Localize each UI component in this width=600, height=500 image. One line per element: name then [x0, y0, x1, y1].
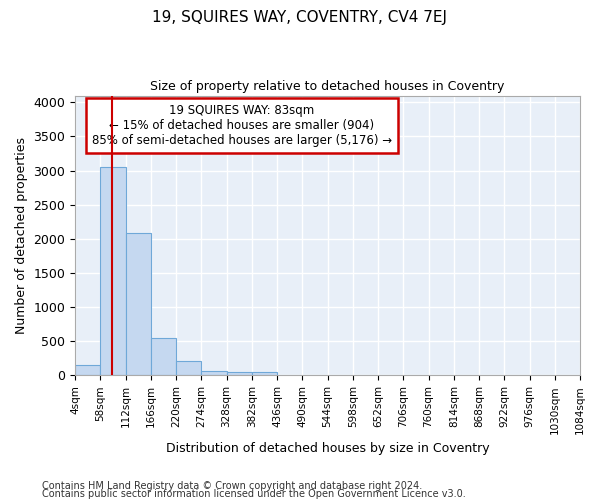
Bar	[151, 338, 176, 376]
Bar	[125, 234, 151, 376]
Title: Size of property relative to detached houses in Coventry: Size of property relative to detached ho…	[151, 80, 505, 93]
Bar	[176, 361, 202, 376]
Bar	[227, 372, 252, 376]
Text: Contains public sector information licensed under the Open Government Licence v3: Contains public sector information licen…	[42, 489, 466, 499]
Text: Contains HM Land Registry data © Crown copyright and database right 2024.: Contains HM Land Registry data © Crown c…	[42, 481, 422, 491]
Text: 19 SQUIRES WAY: 83sqm
← 15% of detached houses are smaller (904)
85% of semi-det: 19 SQUIRES WAY: 83sqm ← 15% of detached …	[92, 104, 392, 147]
Text: 19, SQUIRES WAY, COVENTRY, CV4 7EJ: 19, SQUIRES WAY, COVENTRY, CV4 7EJ	[152, 10, 448, 25]
Bar	[252, 372, 277, 376]
X-axis label: Distribution of detached houses by size in Coventry: Distribution of detached houses by size …	[166, 442, 490, 455]
Bar	[100, 167, 125, 376]
Y-axis label: Number of detached properties: Number of detached properties	[15, 137, 28, 334]
Bar	[75, 365, 100, 376]
Bar	[202, 370, 227, 376]
